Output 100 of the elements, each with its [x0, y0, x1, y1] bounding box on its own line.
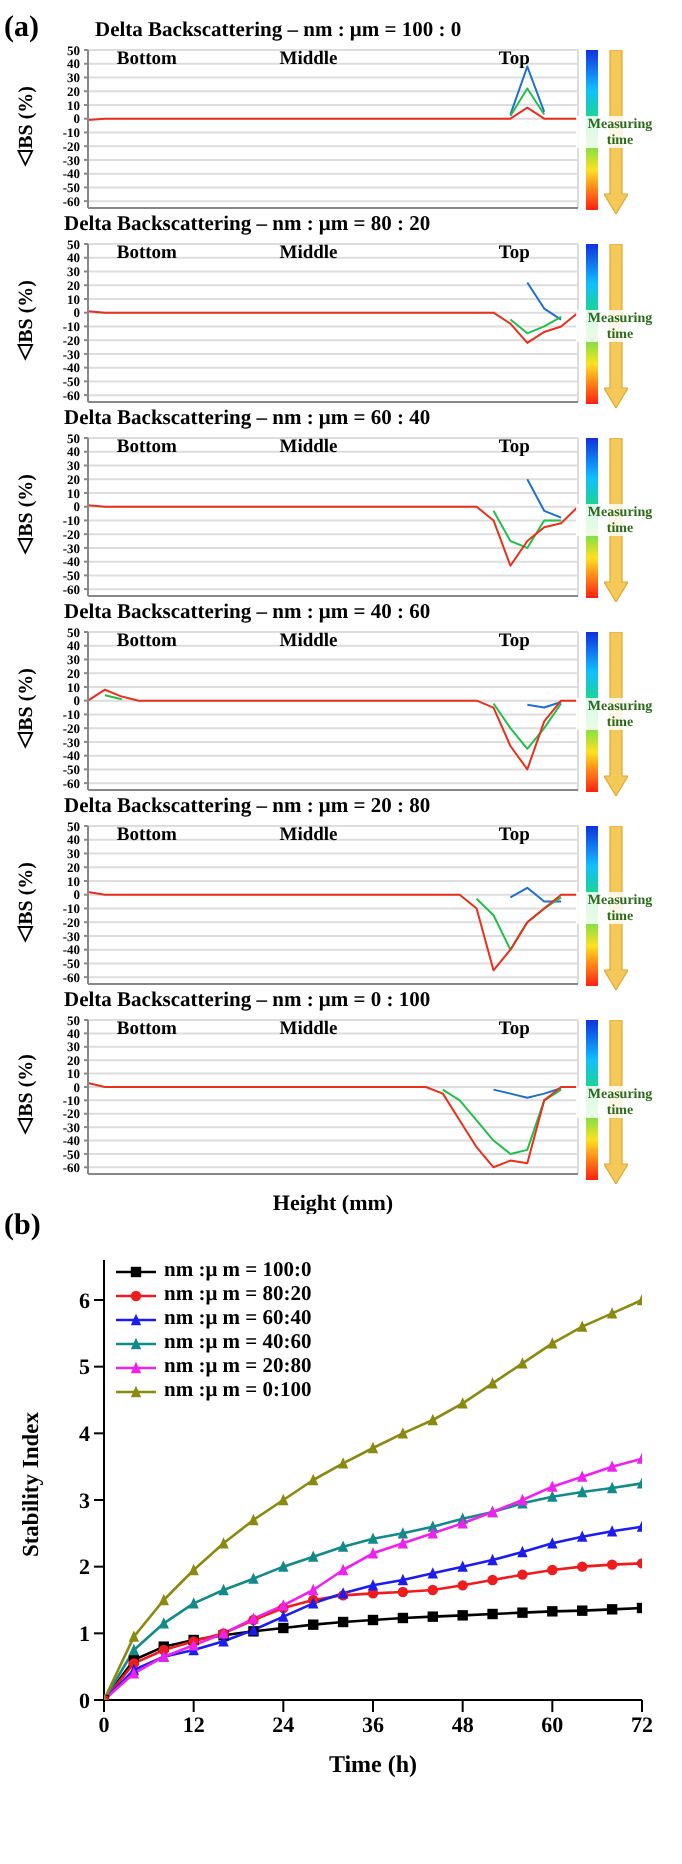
point	[128, 1630, 140, 1642]
x-tick-label: 12	[182, 1713, 206, 1738]
y-axis-title: △BS (%)	[16, 474, 38, 560]
point	[487, 1608, 498, 1620]
point	[487, 1553, 498, 1566]
point	[278, 1493, 289, 1506]
point	[517, 1607, 528, 1618]
point	[457, 1610, 468, 1621]
y-axis-title: Stability Index	[20, 1411, 44, 1557]
annotation: Top	[498, 826, 530, 846]
point	[427, 1567, 438, 1579]
annotation: Bottom	[116, 1020, 177, 1040]
annotation: Middle	[279, 244, 338, 264]
point	[606, 1525, 618, 1537]
chart-title: Delta Backscattering – nm : μm = 60 : 40	[64, 406, 431, 432]
point	[188, 1563, 199, 1576]
annotation: Top	[498, 1020, 530, 1040]
point	[606, 1481, 618, 1494]
point	[218, 1537, 229, 1549]
line-series	[441, 1088, 563, 1155]
chart-title: Delta Backscattering – nm : μm = 100 : 0	[95, 18, 462, 44]
point	[577, 1485, 588, 1498]
point	[577, 1561, 588, 1572]
chart-title: Delta Backscattering – nm : μm = 20 : 80	[64, 794, 431, 820]
point	[517, 1545, 528, 1558]
annotation: Middle	[279, 632, 338, 652]
text: (a)	[4, 12, 39, 44]
point	[517, 1569, 528, 1580]
point	[248, 1513, 259, 1526]
annotation: Bottom	[116, 50, 177, 70]
point	[397, 1537, 409, 1549]
y-tick-label: 1	[79, 1623, 90, 1648]
point	[457, 1397, 468, 1409]
point	[367, 1579, 379, 1591]
point	[577, 1530, 588, 1542]
point	[487, 1574, 498, 1586]
annotation: Middle	[279, 1020, 338, 1040]
point	[367, 1532, 379, 1544]
chart-title: Delta Backscattering – nm : μm = 0 : 100	[64, 988, 431, 1014]
y-axis-title: △BS (%)	[16, 1054, 38, 1140]
point	[457, 1517, 468, 1529]
point	[337, 1616, 349, 1628]
point	[367, 1614, 379, 1626]
point	[308, 1583, 319, 1596]
point	[278, 1622, 289, 1634]
legend-label: nm :μ m = 0:100	[164, 1380, 312, 1404]
annotation: Top	[498, 50, 530, 70]
point	[606, 1307, 618, 1319]
x-tick-label: 0	[98, 1713, 111, 1738]
point	[367, 1441, 379, 1454]
point	[547, 1564, 558, 1576]
point	[308, 1550, 319, 1562]
chart-title: Delta Backscattering – nm : μm = 40 : 60	[64, 600, 431, 626]
annotation: Middle	[279, 826, 338, 846]
point	[547, 1337, 558, 1349]
legend-label: nm :μ m = 40:60	[164, 1332, 312, 1356]
point	[606, 1460, 618, 1472]
chart-title: Delta Backscattering – nm : μm = 80 : 20	[64, 212, 431, 238]
point	[547, 1490, 558, 1502]
point	[547, 1606, 558, 1617]
point	[397, 1427, 409, 1439]
point	[427, 1584, 438, 1596]
point	[397, 1573, 409, 1586]
point	[188, 1597, 199, 1609]
point	[278, 1560, 289, 1572]
point	[128, 1643, 140, 1656]
point	[547, 1537, 558, 1549]
y-axis-title: △BS (%)	[16, 280, 38, 366]
x-tick-label: 36	[362, 1713, 385, 1738]
y-axis-title: △BS (%)	[16, 862, 38, 948]
point	[577, 1470, 588, 1482]
point	[547, 1480, 558, 1492]
legend-label: nm :μ m = 80:20	[164, 1284, 312, 1308]
annotation: Top	[498, 632, 530, 652]
point	[397, 1586, 409, 1598]
annotation: Bottom	[116, 244, 177, 264]
x-tick-label: 48	[451, 1713, 475, 1738]
annotation: Top	[498, 244, 530, 264]
x-tick-label: 24	[272, 1713, 296, 1738]
annotation: Top	[498, 438, 530, 458]
annotation: Middle	[279, 50, 338, 70]
point	[427, 1611, 438, 1622]
x-tick-label: 72	[631, 1713, 654, 1738]
point	[577, 1320, 588, 1332]
y-tick-label: 6	[79, 1289, 91, 1314]
y-tick-label: 4	[79, 1423, 91, 1448]
point	[457, 1580, 468, 1591]
annotation: Middle	[279, 438, 338, 458]
y-tick-label: 2	[79, 1556, 91, 1581]
x-axis-title: Time (h)	[328, 1750, 418, 1778]
point	[337, 1540, 349, 1552]
x-tick-label: 60	[541, 1713, 565, 1738]
point	[308, 1619, 319, 1630]
legend-label: nm :μ m = 60:40	[164, 1308, 312, 1332]
point	[278, 1610, 289, 1622]
y-tick-label: 5	[79, 1356, 91, 1381]
point	[397, 1527, 409, 1539]
point	[367, 1547, 379, 1559]
point	[517, 1357, 528, 1369]
point	[248, 1572, 259, 1584]
